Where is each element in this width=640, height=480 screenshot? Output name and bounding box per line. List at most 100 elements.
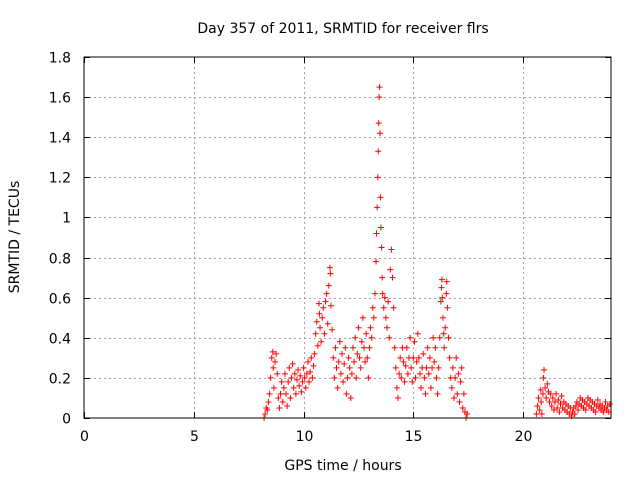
- data-point: [460, 390, 467, 397]
- data-point: [262, 410, 269, 417]
- data-point: [312, 330, 319, 337]
- data-point: [458, 364, 465, 371]
- data-point: [297, 372, 304, 379]
- data-point: [542, 384, 549, 391]
- axis-ticks: [84, 57, 611, 419]
- y-axis-label: SRMTID / TECUs: [7, 181, 23, 294]
- data-point: [432, 344, 439, 351]
- y-tick-label: 0.4: [49, 332, 71, 348]
- data-point: [265, 398, 272, 405]
- data-point: [307, 368, 314, 375]
- data-point: [441, 344, 448, 351]
- data-point: [339, 350, 346, 357]
- data-point: [550, 406, 557, 413]
- data-point: [329, 326, 336, 333]
- data-point: [381, 294, 388, 301]
- x-tick-label: 10: [296, 429, 314, 445]
- data-point: [553, 390, 560, 397]
- data-point: [388, 246, 395, 253]
- data-point: [277, 390, 284, 397]
- data-point: [352, 334, 359, 341]
- plot-frame: [83, 56, 612, 419]
- data-point: [300, 364, 307, 371]
- data-point: [594, 396, 601, 403]
- data-point: [298, 388, 305, 395]
- data-point: [533, 410, 540, 417]
- y-tick-label: 0.2: [49, 372, 71, 388]
- data-point: [379, 290, 386, 297]
- data-point: [557, 400, 564, 407]
- data-point: [438, 276, 445, 283]
- data-point: [552, 398, 559, 405]
- data-point: [315, 300, 322, 307]
- data-point: [429, 364, 436, 371]
- data-point: [437, 298, 444, 305]
- data-point: [368, 334, 375, 341]
- data-point: [404, 370, 411, 377]
- data-point: [602, 398, 609, 405]
- data-point: [276, 404, 283, 411]
- data-point: [322, 298, 329, 305]
- data-point: [373, 258, 380, 265]
- data-point: [354, 350, 361, 357]
- data-point: [358, 338, 365, 345]
- data-point: [534, 402, 541, 409]
- data-point: [536, 406, 543, 413]
- data-point: [270, 384, 277, 391]
- data-point: [278, 378, 285, 385]
- data-point: [459, 404, 466, 411]
- data-point: [295, 366, 302, 373]
- data-point: [572, 402, 579, 409]
- data-point: [439, 294, 446, 301]
- data-point: [336, 338, 343, 345]
- y-tick-label: 1.2: [49, 171, 71, 187]
- data-point: [442, 324, 449, 331]
- data-point: [421, 374, 428, 381]
- data-point: [457, 378, 464, 385]
- data-point: [392, 364, 399, 371]
- x-tick-label: 15: [405, 429, 423, 445]
- data-point: [281, 370, 288, 377]
- data-point: [411, 338, 418, 345]
- data-point: [538, 410, 545, 417]
- data-point: [291, 370, 298, 377]
- data-point: [537, 386, 544, 393]
- data-point: [345, 354, 352, 361]
- data-point: [544, 380, 551, 387]
- data-point: [450, 394, 457, 401]
- data-point: [436, 334, 443, 341]
- data-point: [369, 304, 376, 311]
- data-point: [356, 354, 363, 361]
- data-point: [440, 330, 447, 337]
- y-tick-label: 1.4: [49, 131, 71, 147]
- data-point: [418, 384, 425, 391]
- data-point: [288, 374, 295, 381]
- data-point: [390, 304, 397, 311]
- data-point: [549, 394, 556, 401]
- data-point: [364, 354, 371, 361]
- data-point: [453, 354, 460, 361]
- data-point: [318, 338, 325, 345]
- data-point: [349, 344, 356, 351]
- data-point: [325, 282, 332, 289]
- data-point: [373, 230, 380, 237]
- data-point: [301, 374, 308, 381]
- data-point: [335, 358, 342, 365]
- x-tick-label: 20: [515, 429, 533, 445]
- data-point: [535, 394, 542, 401]
- data-point: [403, 344, 410, 351]
- data-point: [397, 354, 404, 361]
- data-point: [269, 348, 276, 355]
- data-point: [377, 194, 384, 201]
- data-point: [371, 290, 378, 297]
- data-point: [304, 358, 311, 365]
- data-point: [289, 360, 296, 367]
- data-point: [413, 358, 420, 365]
- data-point: [395, 394, 402, 401]
- data-point: [425, 370, 432, 377]
- data-point: [575, 406, 582, 413]
- data-point: [333, 364, 340, 371]
- data-point: [275, 394, 282, 401]
- data-point: [431, 358, 438, 365]
